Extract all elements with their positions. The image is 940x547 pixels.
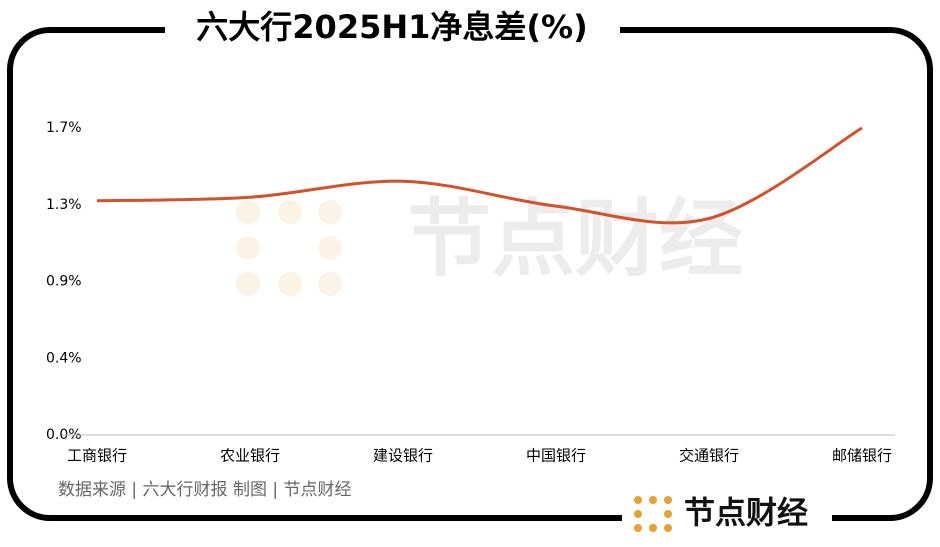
source: 数据来源 | 六大行财报 制图 | 节点财经 — [58, 480, 351, 500]
chart-title: 六大行2025H1净息差(%) — [196, 8, 587, 46]
x-tick-label: 中国银行 — [526, 447, 586, 465]
y-tick-label: 0.9% — [46, 274, 82, 290]
watermark-icon — [236, 200, 342, 296]
y-tick-label: 0.4% — [46, 350, 82, 366]
logo-icon — [634, 496, 672, 532]
x-tick-label: 邮储银行 — [832, 447, 892, 465]
title-gap — [165, 10, 620, 50]
x-tick-label: 农业银行 — [220, 447, 280, 465]
x-tick-label: 建设银行 — [373, 447, 433, 465]
logo-text: 节点财经 — [684, 496, 808, 532]
y-tick-label: 1.7% — [46, 120, 82, 136]
x-tick-label: 交通银行 — [679, 447, 739, 465]
series-line — [96, 126, 863, 225]
x-tick-label: 工商银行 — [67, 447, 127, 465]
logo-gap — [622, 500, 832, 540]
y-tick-label: 1.3% — [46, 197, 82, 213]
watermark: 节点财经 — [407, 190, 743, 288]
